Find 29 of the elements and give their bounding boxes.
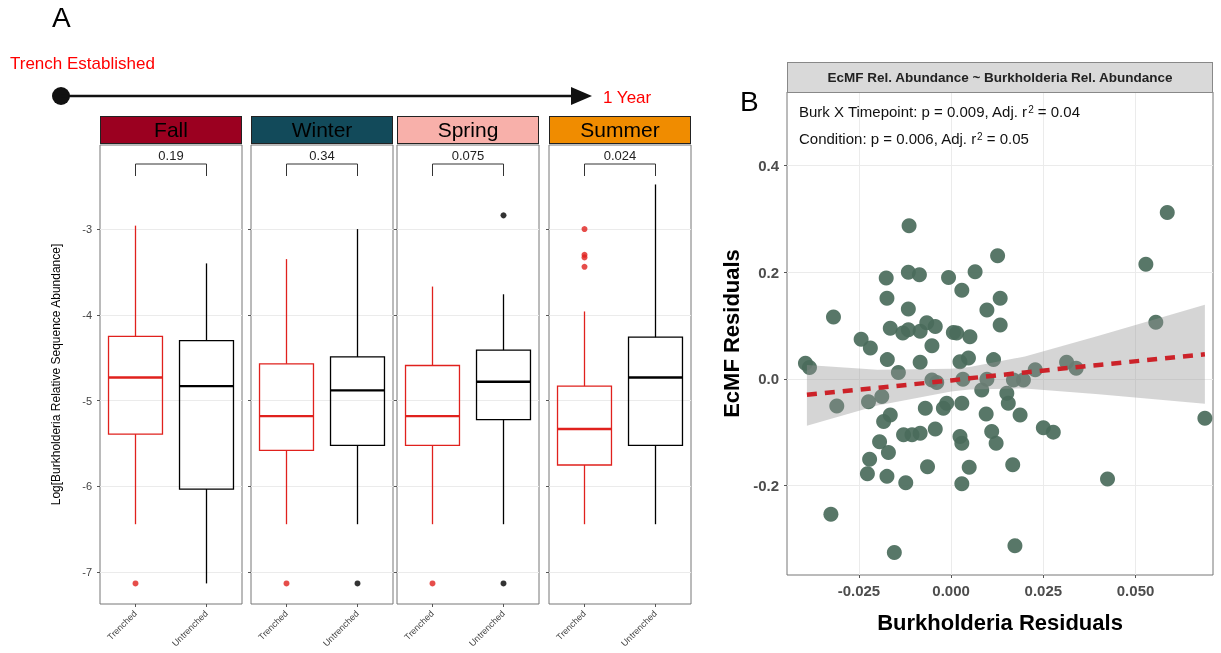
y-tick-label: 0.4 — [758, 157, 780, 175]
chart-title: Fall — [100, 116, 242, 144]
chart-title: Summer — [549, 116, 691, 144]
y-tick-label: -7 — [82, 566, 92, 579]
y-tick-label: -3 — [82, 223, 92, 236]
chart-title: Spring — [397, 116, 539, 144]
x-tick-label: 0.000 — [932, 582, 970, 599]
text: B — [740, 86, 759, 118]
annotation: 0.34 — [309, 148, 335, 163]
y-tick-label: 0.2 — [758, 263, 779, 281]
annotation: 0.075 — [451, 148, 485, 163]
text: 1 Year — [603, 88, 652, 108]
x-tick-label: -0.025 — [837, 582, 881, 599]
annotation: 0.19 — [158, 148, 184, 163]
y-axis-title: EcMF Residuals — [718, 249, 744, 418]
y-tick-label: -5 — [82, 394, 92, 407]
y-tick-label: -4 — [82, 308, 92, 321]
text: Trench Established — [10, 54, 155, 74]
y-tick-label: -0.2 — [753, 476, 779, 494]
x-tick-label: 0.025 — [1024, 582, 1063, 599]
annotation: 0.024 — [603, 148, 637, 163]
text: A — [52, 2, 71, 34]
x-tick-label: 0.050 — [1116, 582, 1155, 599]
y-tick-label: 0.0 — [758, 370, 779, 388]
x-axis-title: Burkholderia Residuals — [877, 609, 1123, 635]
y-tick-label: -6 — [82, 480, 92, 493]
y-axis-title: Log[Burkholderia Relative Sequence Abundance] — [49, 243, 63, 506]
chart-title: EcMF Rel. Abundance ~ Burkholderia Rel. Abundance — [787, 62, 1213, 93]
chart-title: Winter — [251, 116, 393, 144]
